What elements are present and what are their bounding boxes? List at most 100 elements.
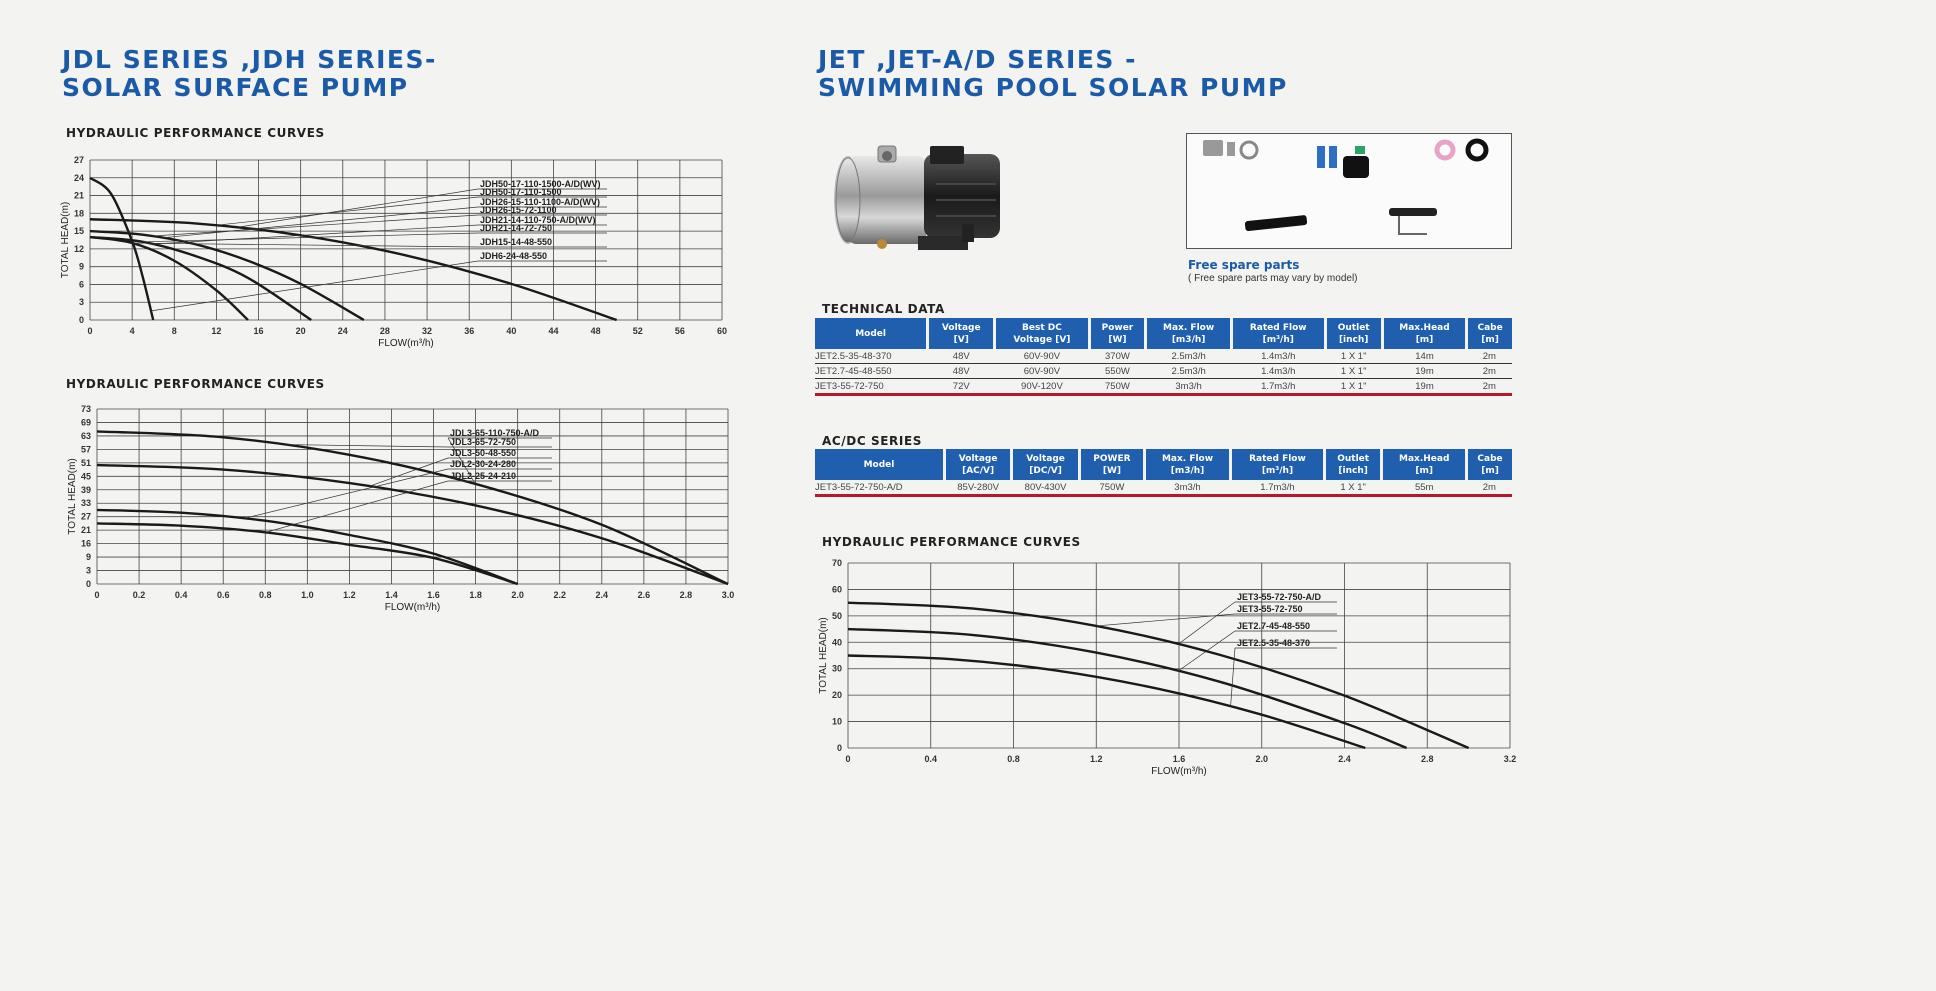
table-row: JET3-55-72-750-A/D 85V-280V 80V-430V 750W 3m… (815, 480, 1512, 497)
leader-line (1230, 647, 1236, 707)
series-label: JDL2-30-24-280 (450, 459, 516, 469)
x-tick-label: 60 (717, 326, 727, 336)
y-tick-label: 30 (832, 664, 842, 674)
table-cell: 48V (927, 363, 995, 379)
performance-curve (89, 229, 365, 322)
y-tick-label: 3 (86, 566, 91, 576)
table-cell: 90V-120V (994, 378, 1089, 396)
table-cell: 55m (1381, 480, 1467, 497)
x-tick-label: 1.2 (1090, 754, 1103, 764)
performance-curve (89, 176, 155, 321)
column-header: Voltage [V] (926, 318, 995, 349)
y-tick-label: 63 (81, 431, 91, 441)
technical-data-table: Model Voltage [V] Best DC Voltage [V] Power… (815, 318, 1512, 396)
leader-line (244, 468, 449, 519)
y-tick-label: 50 (832, 611, 842, 621)
table-cell: JET2.5-35-48-370 (815, 349, 928, 364)
x-axis-label: FLOW(m³/h) (378, 338, 434, 349)
column-header: Outlet [inch] (1323, 318, 1383, 349)
leader-line (163, 206, 479, 239)
series-label: JET2.7-45-48-550 (1237, 621, 1310, 631)
series-label: JDL2-25-24-210 (450, 471, 516, 481)
column-header: Outlet [inch] (1322, 449, 1382, 480)
series-label: JDL3-50-48-550 (450, 448, 516, 458)
y-tick-label: 21 (74, 191, 84, 201)
table-cell: 1.7m3/h (1231, 378, 1326, 396)
y-tick-label: 60 (832, 584, 842, 594)
table-cell: 2m (1466, 378, 1512, 396)
leader-line (237, 188, 479, 228)
chart-heading: HYDRAULIC PERFORMANCE CURVES (66, 126, 325, 140)
series-label: JDH21-14-72-750 (480, 223, 552, 233)
x-tick-label: 32 (422, 326, 432, 336)
x-tick-label: 1.2 (343, 590, 356, 600)
title-line: SOLAR SURFACE PUMP (62, 73, 409, 102)
x-tick-label: 8 (172, 326, 177, 336)
x-tick-label: 40 (506, 326, 516, 336)
x-tick-label: 0.8 (259, 590, 272, 600)
performance-curve (847, 654, 1366, 750)
table-cell: 1 X 1" (1325, 349, 1383, 364)
series-label: JDH26-15-110-1100-A/D(WV) (480, 197, 600, 207)
table-cell: JET3-55-72-750-A/D (815, 480, 945, 497)
technical-data-heading: TECHNICAL DATA (822, 302, 945, 316)
y-axis-label: TOTAL HEAD(m) (60, 202, 71, 278)
y-tick-label: 73 (81, 404, 91, 414)
x-tick-label: 16 (254, 326, 264, 336)
y-tick-label: 57 (81, 444, 91, 454)
x-tick-label: 0.6 (217, 590, 230, 600)
table-cell: 19m (1382, 363, 1467, 379)
table-cell: 2m (1466, 363, 1512, 379)
leader-line (265, 480, 449, 533)
table-cell: 2.5m3/h (1145, 363, 1232, 379)
x-tick-label: 24 (338, 326, 348, 336)
table-cell: 2.5m3/h (1145, 349, 1232, 364)
y-tick-label: 18 (74, 208, 84, 218)
column-header: Best DC Voltage [V] (993, 318, 1089, 349)
y-tick-label: 0 (86, 579, 91, 589)
table-cell: 3m3/h (1144, 480, 1231, 497)
x-tick-label: 4 (130, 326, 135, 336)
left-title: JDL SERIES ,JDH SERIES- SOLAR SURFACE PU… (62, 46, 437, 102)
table-cell: 1 X 1" (1324, 480, 1382, 497)
y-tick-label: 9 (86, 552, 91, 562)
y-tick-label: 33 (81, 498, 91, 508)
x-tick-label: 48 (591, 326, 601, 336)
y-tick-label: 51 (81, 458, 91, 468)
leader-line (286, 444, 449, 448)
table-cell: 1 X 1" (1325, 363, 1383, 379)
column-header: Voltage [DC/V] (1010, 449, 1080, 480)
series-label: JET3-55-72-750-A/D (1237, 592, 1322, 602)
table-cell: 1 X 1" (1325, 378, 1383, 396)
performance-curve (96, 508, 519, 586)
x-tick-label: 0 (87, 326, 92, 336)
leader-line (1096, 613, 1236, 627)
chart-3: 0 0.4 0.8 1.2 1.6 2.0 2.4 2.8 3.2 0 10 20 30 40 50 60 70… (818, 558, 1516, 777)
series-label: JDH15-14-48-550 (480, 237, 552, 247)
table-cell: JET3-55-72-750 (815, 378, 928, 396)
series-label: JDL3-65-110-750-A/D (450, 428, 540, 438)
column-header: POWER [W] (1077, 449, 1145, 480)
leader-line (1178, 630, 1236, 672)
y-tick-label: 15 (74, 226, 84, 236)
y-tick-label: 10 (832, 717, 842, 727)
x-axis-label: FLOW(m³/h) (1151, 766, 1207, 777)
y-tick-label: 27 (81, 512, 91, 522)
column-header: Max.Head [m] (1380, 318, 1467, 349)
x-tick-label: 2.8 (1421, 754, 1434, 764)
right-title: JET ,JET-A/D SERIES - SWIMMING POOL SOLA… (818, 46, 1288, 102)
series-label: JET3-55-72-750 (1237, 604, 1303, 614)
column-header: Model (815, 449, 945, 480)
x-tick-label: 2.2 (553, 590, 566, 600)
column-header: Voltage [AC/V] (942, 449, 1012, 480)
x-tick-label: 28 (380, 326, 390, 336)
pump-product-image (834, 145, 1000, 250)
column-header: Rated Flow [m³/h] (1229, 318, 1326, 349)
table-cell: 2m (1466, 480, 1512, 497)
series-label: JDH50-17-110-1500-A/D(WV) (480, 179, 601, 189)
y-tick-label: 0 (79, 315, 84, 325)
table-cell: 370W (1089, 349, 1146, 364)
y-tick-label: 21 (81, 525, 91, 535)
y-tick-label: 70 (832, 558, 842, 568)
series-label: JDL3-65-72-750 (450, 437, 516, 447)
